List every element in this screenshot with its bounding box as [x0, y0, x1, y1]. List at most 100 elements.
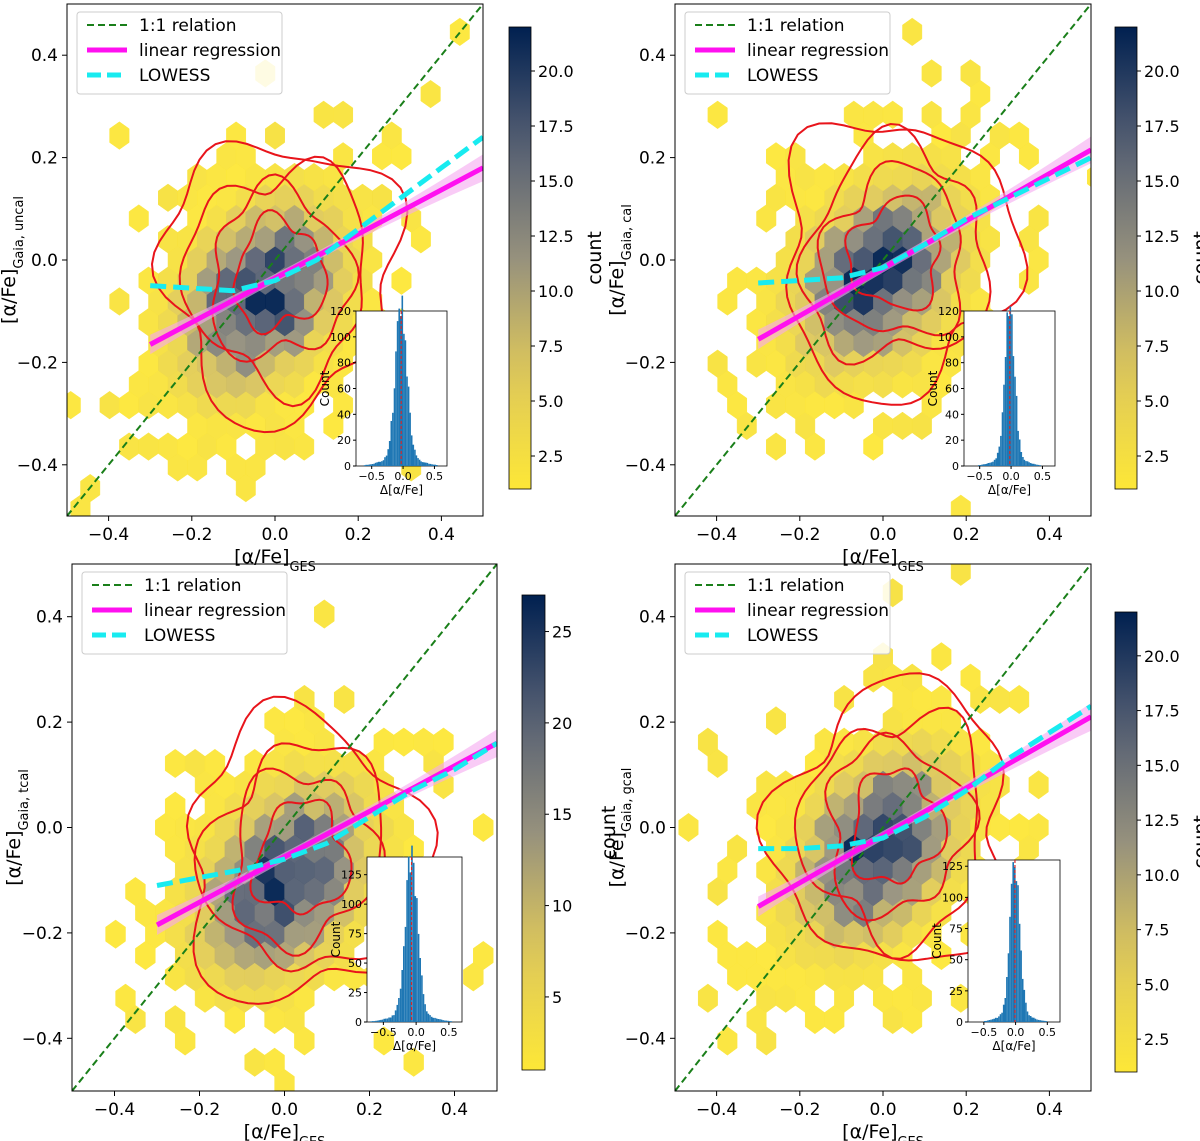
hexbin-cell: [12, 412, 31, 440]
inset-y-tick-label: 60: [945, 383, 959, 396]
lowess-line: [758, 704, 1091, 852]
hexbin-cell: [67, 390, 81, 420]
inset-bar: [1039, 1020, 1041, 1022]
inset-bar: [396, 321, 399, 466]
colorbar-tick-label: 7.5: [538, 337, 563, 356]
inset-y-label: Count: [930, 923, 944, 959]
inset-bar: [999, 1014, 1002, 1022]
inset-y-label: Count: [318, 370, 332, 406]
inset-x-label: Δ[α/Fe]: [393, 1039, 436, 1053]
inset-y-tick-label: 100: [942, 891, 963, 904]
hexbin-layer: [105, 599, 494, 1091]
inset-bar: [376, 1020, 379, 1022]
hexbin-cell: [931, 642, 952, 672]
inset-bar: [409, 412, 411, 466]
colorbar: 2.5 5.0 7.5 10.0 12.5 15.0 17.5 20.0 count: [1114, 26, 1200, 490]
inset-bar: [368, 464, 371, 466]
colorbar-tick-label: 5: [552, 988, 562, 1007]
hexbin-cell: [403, 1047, 424, 1077]
inset-bar: [387, 449, 389, 466]
legend-label-lowess: LOWESS: [747, 66, 818, 86]
hexbin-cell: [99, 390, 120, 420]
y-tick-label: −0.2: [625, 924, 666, 944]
inset-bar: [1017, 885, 1019, 1022]
inset-bar: [1028, 1015, 1030, 1022]
inset-histogram: −0.5 0.0 0.5 0 25 50 75 100 125 Δ[α/Fe] Count: [329, 845, 463, 1053]
linear-regression-line: [149, 165, 483, 347]
hexbin-cell: [392, 1090, 395, 1091]
inset-bar: [978, 465, 980, 466]
x-tick-label: −0.4: [696, 525, 737, 545]
hexbin-cell: [164, 748, 186, 779]
colorbar-tick-label: 20: [552, 714, 572, 733]
inset-bar: [1033, 1017, 1035, 1022]
inset-y-label-text: Count: [926, 370, 940, 406]
inset-x-label: Δ[α/Fe]: [988, 483, 1031, 497]
inset-bar: [1042, 1020, 1045, 1022]
colorbar-tick-label: 15.0: [1144, 756, 1180, 775]
inset-bar: [412, 862, 415, 1022]
inset-bar: [990, 1019, 992, 1022]
x-tick-label: 0.0: [261, 525, 288, 545]
inset-bar: [979, 465, 982, 466]
hexbin-cell: [313, 100, 334, 130]
inset-y-label-text: Count: [318, 370, 332, 406]
legend-box: [76, 11, 283, 95]
inset-bar: [399, 988, 402, 1022]
x-tick-label: 0.2: [953, 525, 980, 545]
colorbar-gradient: [508, 26, 532, 490]
inset-bar: [401, 970, 403, 1022]
inset-x-tick-label: −0.5: [971, 1026, 998, 1039]
inset-x-tick-label: −0.5: [358, 470, 385, 483]
hexbin-cell: [158, 183, 178, 212]
colorbar-tick-label: 12.5: [1144, 811, 1180, 830]
inset-bar: [1009, 916, 1011, 1022]
x-tick-label: 0.2: [345, 525, 372, 545]
inset-bar: [996, 452, 999, 466]
hexbin-cell: [707, 349, 728, 378]
inset-bar: [373, 1021, 376, 1022]
inset-bar: [1026, 461, 1029, 466]
inset-bar: [417, 933, 420, 1022]
y-axis-label-text: [α/Fe]Gaia, uncal: [0, 196, 27, 324]
inset-bar: [1026, 1011, 1029, 1022]
y-tick-label: −0.4: [625, 1029, 666, 1049]
hexbin-cell: [697, 727, 718, 757]
inset-bar: [1034, 464, 1037, 466]
inset-bar: [1021, 978, 1024, 1022]
colorbar-gradient: [1114, 611, 1138, 1073]
hexbin-cell: [1009, 684, 1030, 715]
legend: 1:1 relation linear regression LOWESS: [76, 11, 283, 95]
inset-bar: [406, 376, 408, 466]
hexbin-cell: [1028, 770, 1049, 800]
inset-bar: [432, 464, 435, 466]
colorbar-tick-label: 7.5: [1144, 337, 1169, 356]
inset-bar: [426, 1011, 428, 1022]
inset-bar: [434, 1017, 436, 1022]
inset-bar: [988, 1020, 991, 1022]
inset-y-tick-label: 50: [348, 957, 362, 970]
legend-box: [684, 571, 891, 655]
x-tick-label: −0.2: [179, 1100, 220, 1120]
hexbin-cell: [697, 983, 718, 1013]
y-tick-label: 0.2: [639, 713, 666, 733]
hexbin-cell: [678, 812, 699, 843]
hexbin-cell: [115, 983, 136, 1013]
inset-bar: [1045, 1021, 1048, 1022]
inset-bars: [983, 862, 1048, 1022]
hexbin-cell: [128, 204, 149, 233]
colorbar-tick-label: 2.5: [1144, 447, 1169, 466]
colorbar-label: count: [1190, 231, 1200, 285]
colorbar-tick-label: 10: [552, 897, 572, 916]
inset-bar: [1015, 395, 1018, 466]
inset-bar: [406, 880, 408, 1022]
hexbin-cell: [420, 79, 441, 109]
legend: 1:1 relation linear regression LOWESS: [684, 571, 891, 655]
hexbin-cell: [109, 287, 130, 316]
colorbar: 2.5 5.0 7.5 10.0 12.5 15.0 17.5 20.0 count: [508, 26, 606, 490]
hexbin-cell: [757, 1112, 777, 1140]
inset-bar: [414, 896, 417, 1022]
inset-bar: [982, 464, 985, 466]
legend: 1:1 relation linear regression LOWESS: [684, 11, 891, 95]
